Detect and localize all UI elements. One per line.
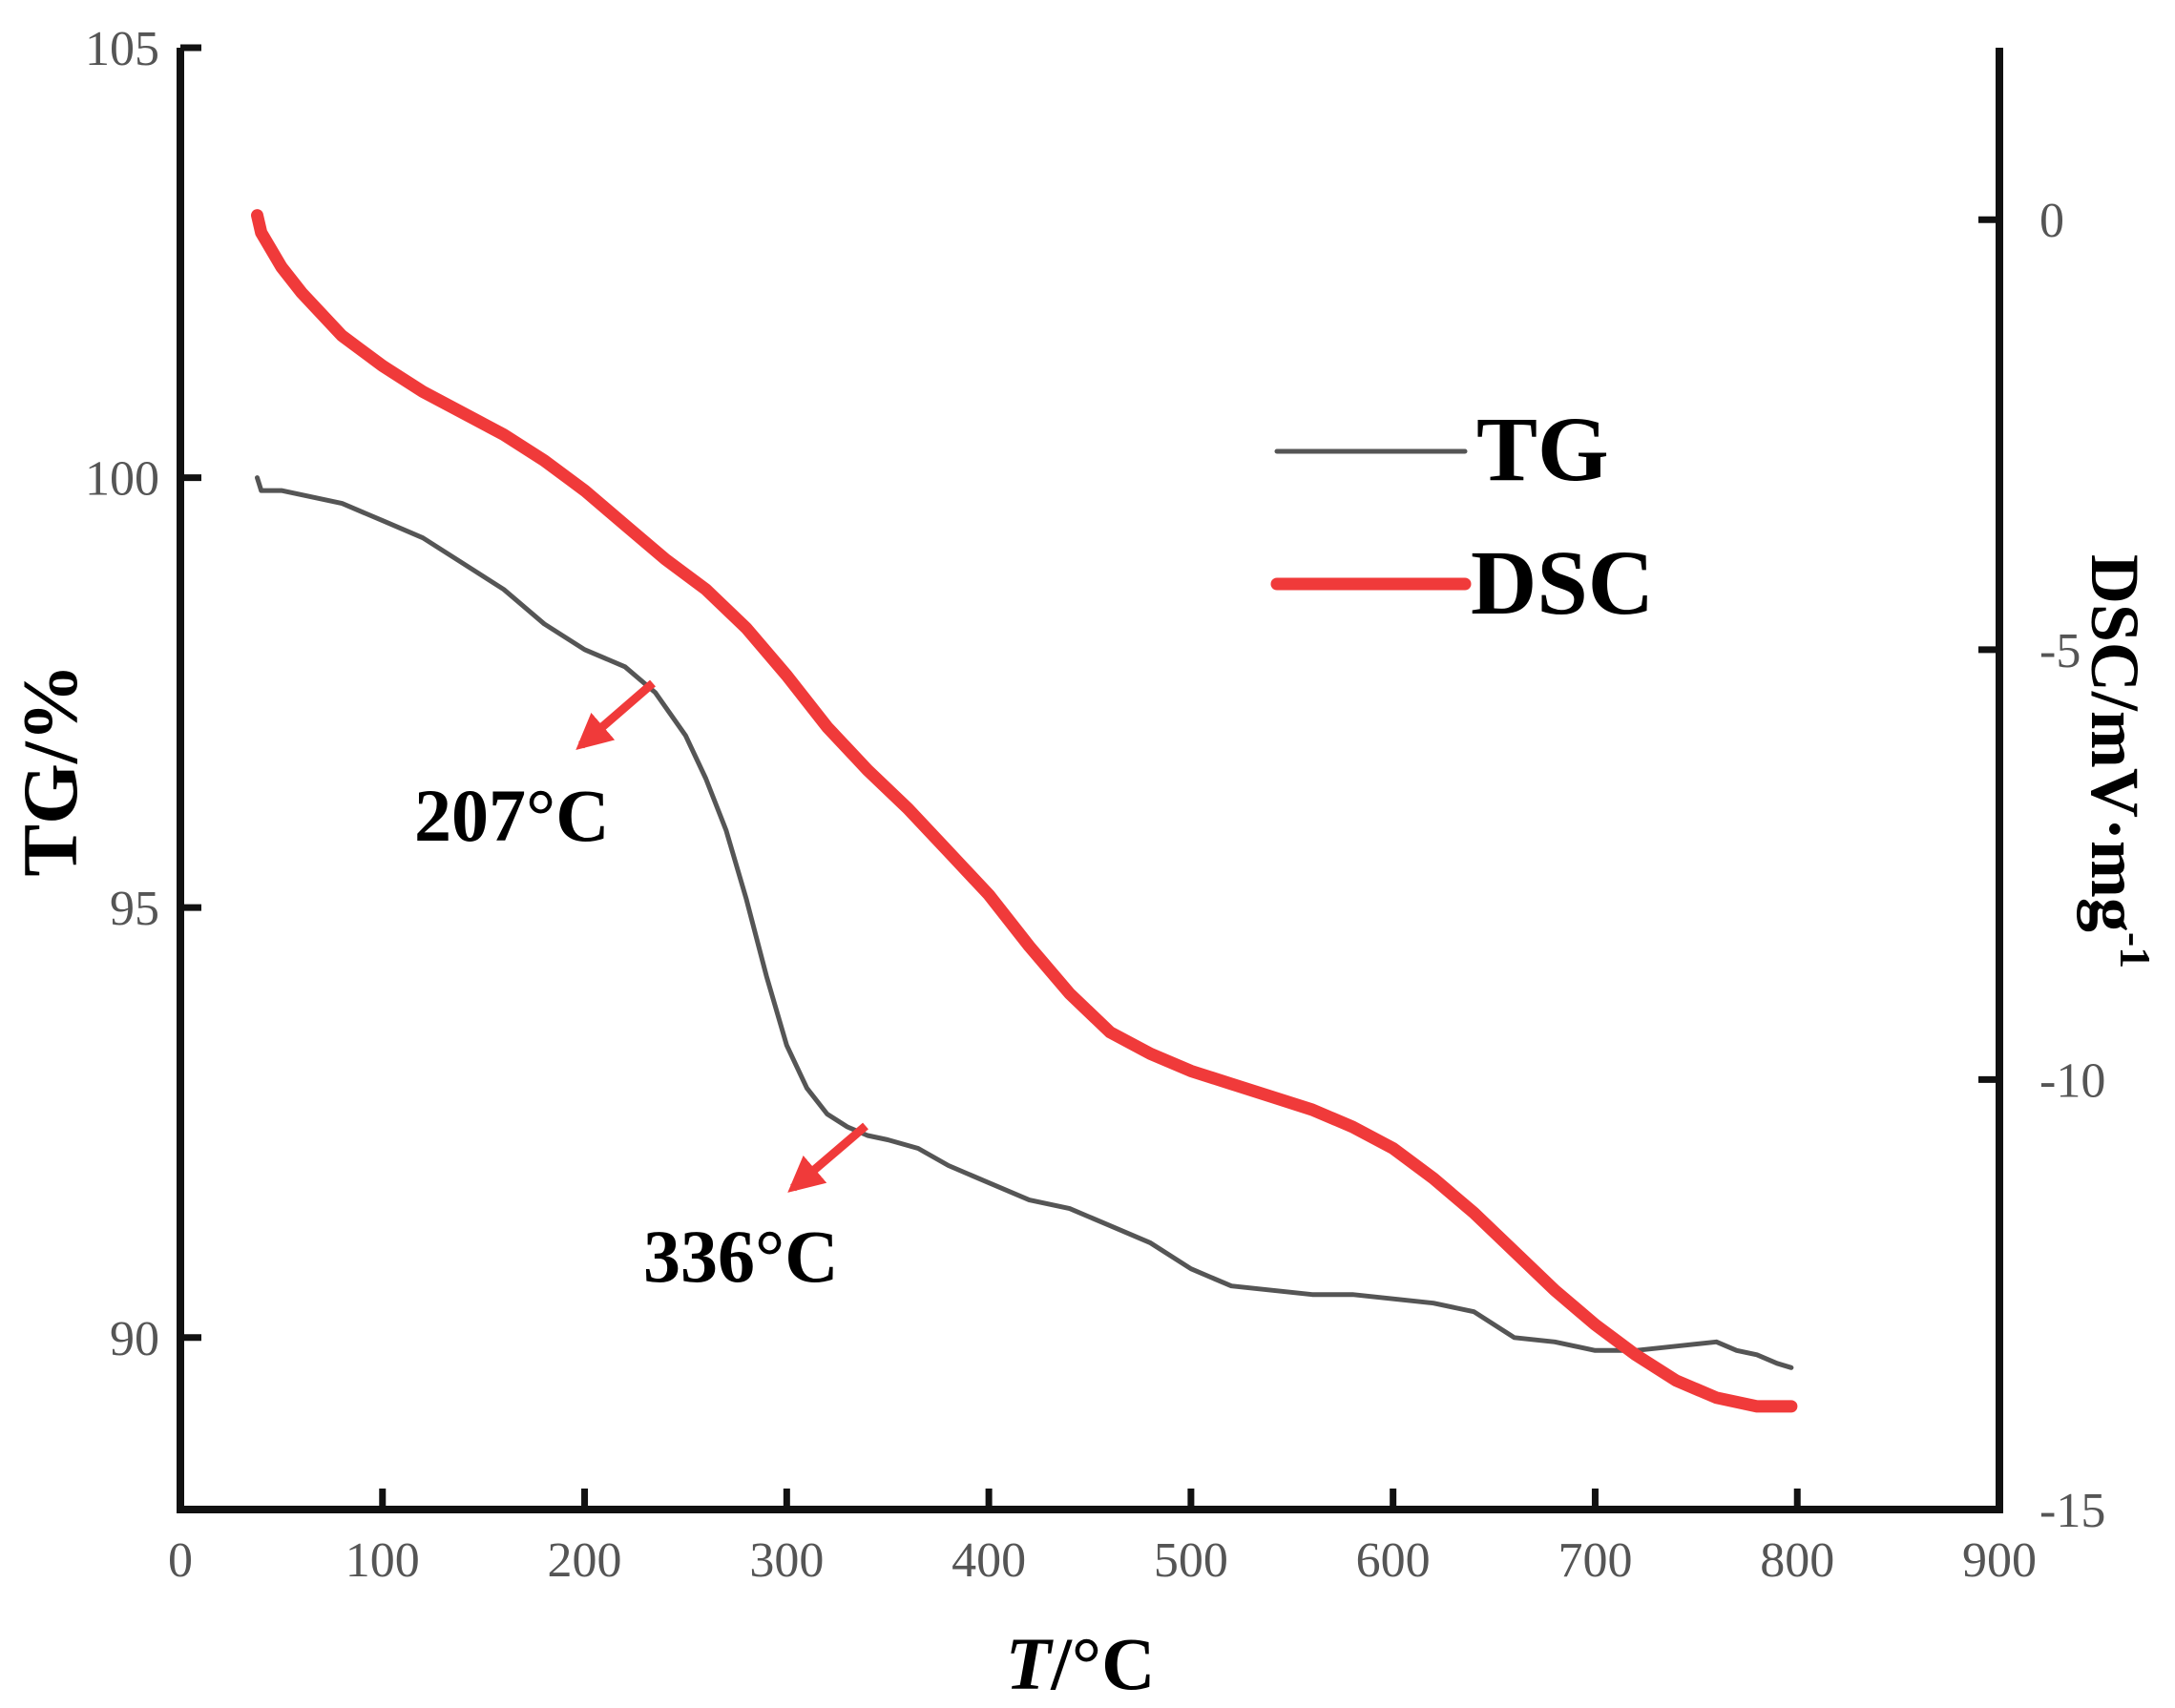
y-left-tick-label-105: 105 — [85, 22, 159, 76]
x-tick-label-400: 400 — [952, 1533, 1026, 1588]
annotation-label-207: 207°C — [414, 774, 610, 857]
x-axis-ticks: 0 100 200 300 400 500 600 700 800 900 — [168, 1489, 2037, 1588]
plot-frame — [177, 48, 2003, 1513]
annotation-207: 207°C — [414, 679, 656, 857]
x-tick-label-300: 300 — [749, 1533, 824, 1588]
y-right-tick-label--5: -5 — [2039, 624, 2081, 678]
x-tick-label-900: 900 — [1962, 1533, 2037, 1588]
y-left-axis-ticks: 90 95 100 105 — [85, 22, 201, 1366]
series-layer — [251, 209, 1798, 1413]
x-tick-label-0: 0 — [168, 1533, 193, 1588]
x-tick-label-700: 700 — [1558, 1533, 1632, 1588]
y-left-tick-label-95: 95 — [110, 882, 159, 936]
y-left-tick-label-100: 100 — [85, 452, 159, 507]
x-tick-label-500: 500 — [1154, 1533, 1228, 1588]
y-right-tick-label--10: -10 — [2039, 1053, 2105, 1108]
annotation-label-336: 336°C — [643, 1215, 839, 1298]
y-left-axis-title: TG/% — [7, 663, 94, 876]
annotation-336: 336°C — [643, 1122, 868, 1298]
x-tick-label-800: 800 — [1760, 1533, 1834, 1588]
y-right-tick-label--15: -15 — [2039, 1484, 2105, 1538]
y-right-axis-title: DSC/mV·mg-1 — [2077, 554, 2160, 969]
x-tick-label-100: 100 — [345, 1533, 420, 1588]
y-left-tick-label-90: 90 — [110, 1312, 159, 1366]
legend-label-tg: TG — [1476, 398, 1609, 500]
y-right-tick-label-0: 0 — [2039, 194, 2064, 248]
x-axis-title: T/°C — [1006, 1622, 1156, 1705]
legend: TG DSC — [1270, 398, 1654, 634]
dsc-series-line — [251, 209, 1798, 1413]
annotation-arrow-336 — [787, 1122, 868, 1193]
x-tick-label-200: 200 — [548, 1533, 622, 1588]
annotation-arrow-207 — [575, 679, 656, 750]
tg-series-line — [255, 475, 1794, 1370]
x-tick-label-600: 600 — [1356, 1533, 1431, 1588]
y-right-axis-ticks: 0 -5 -10 -15 — [1978, 194, 2105, 1538]
legend-label-dsc: DSC — [1471, 531, 1654, 634]
